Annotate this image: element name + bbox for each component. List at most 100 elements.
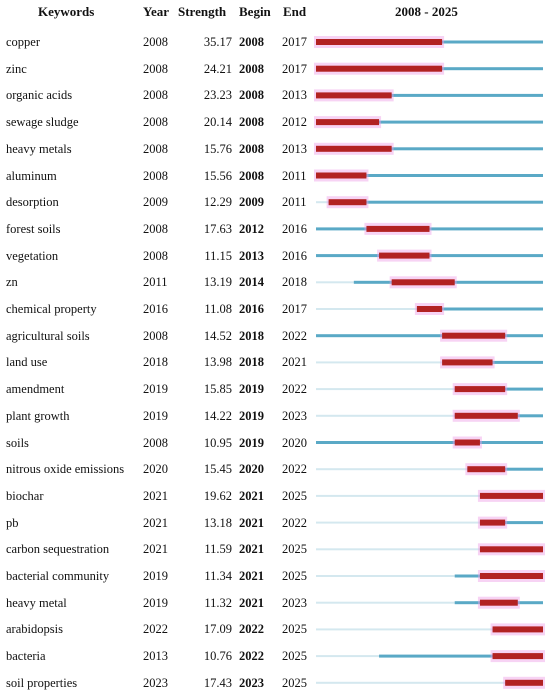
- timeline-line: [316, 441, 543, 444]
- burst-bar: [492, 626, 543, 633]
- keyword-cell: forest soils: [6, 221, 61, 236]
- begin-cell: 2019: [239, 435, 264, 450]
- strength-cell: 11.15: [204, 248, 232, 263]
- year-cell: 2019: [143, 408, 168, 423]
- begin-cell: 2023: [239, 675, 264, 690]
- timeline-line: [316, 174, 543, 177]
- end-cell: 2017: [282, 61, 307, 76]
- table-row: bacterial community 2019 11.34 2021 2025: [0, 562, 550, 589]
- begin-cell: 2022: [239, 649, 264, 664]
- year-cell: 2008: [143, 221, 168, 236]
- year-cell: 2008: [143, 88, 168, 103]
- year-cell: 2023: [143, 675, 168, 690]
- burst-bar: [366, 225, 430, 232]
- table-row: bacteria 2013 10.76 2022 2025: [0, 642, 550, 669]
- begin-cell: 2019: [239, 382, 264, 397]
- strength-cell: 11.34: [204, 569, 232, 583]
- table-row: desorption 2009 12.29 2009 2011: [0, 188, 550, 215]
- end-cell: 2012: [282, 115, 307, 130]
- keyword-cell: carbon sequestration: [6, 542, 110, 557]
- burst-bar: [479, 546, 543, 553]
- keyword-cell: zinc: [6, 61, 27, 76]
- keyword-cell: arabidopsis: [6, 622, 63, 637]
- strength-cell: 15.85: [203, 382, 232, 397]
- header-range: 2008 - 2025: [395, 4, 458, 19]
- timeline-line: [316, 120, 543, 124]
- end-cell: 2022: [282, 515, 307, 530]
- timeline-track: [316, 681, 543, 684]
- end-cell: 2025: [282, 569, 307, 583]
- keyword-cell: vegetation: [6, 248, 59, 263]
- burst-bar: [316, 39, 443, 45]
- timeline-line: [416, 307, 543, 311]
- keyword-cell: heavy metals: [6, 141, 72, 156]
- burst-bar: [391, 279, 455, 286]
- burst-bar: [316, 119, 380, 126]
- strength-cell: 12.29: [203, 195, 232, 210]
- timeline-track: [316, 468, 543, 471]
- year-cell: 2022: [143, 622, 168, 637]
- burst-bar: [316, 145, 392, 152]
- begin-cell: 2008: [239, 168, 264, 183]
- timeline-line: [379, 654, 543, 658]
- timeline-track: [316, 601, 543, 604]
- timeline-track: [316, 494, 543, 497]
- begin-cell: 2008: [239, 35, 264, 49]
- end-cell: 2021: [282, 355, 307, 370]
- begin-cell: 2021: [239, 515, 264, 530]
- timeline-track: [316, 361, 543, 364]
- table-row: heavy metal 2019 11.32 2021 2023: [0, 589, 550, 616]
- header-begin: Begin: [239, 4, 271, 19]
- strength-cell: 17.63: [203, 221, 232, 236]
- strength-cell: 13.18: [203, 515, 232, 530]
- strength-cell: 19.62: [203, 488, 232, 503]
- begin-cell: 2008: [239, 115, 264, 130]
- table-row: soils 2008 10.95 2019 2020: [0, 429, 550, 456]
- keyword-cell: sewage sludge: [6, 115, 79, 130]
- strength-cell: 11.59: [204, 542, 232, 557]
- strength-cell: 11.32: [204, 595, 232, 610]
- strength-cell: 10.95: [203, 435, 232, 450]
- table-row: organic acids 2008 23.23 2008 2013: [0, 81, 550, 108]
- burst-bar: [492, 653, 543, 660]
- burst-bar: [467, 466, 506, 473]
- header-year: Year: [143, 4, 169, 19]
- keyword-cell: copper: [6, 35, 41, 49]
- year-cell: 2021: [143, 488, 168, 503]
- keyword-cell: organic acids: [6, 88, 73, 103]
- end-cell: 2016: [282, 221, 307, 236]
- keyword-cell: desorption: [6, 195, 59, 210]
- table-row: heavy metals 2008 15.76 2008 2013: [0, 135, 550, 162]
- year-cell: 2020: [143, 462, 168, 477]
- timeline-track: [316, 414, 543, 417]
- keyword-cell: bacterial community: [6, 569, 110, 583]
- table-row: sewage sludge 2008 20.14 2008 2012: [0, 108, 550, 135]
- burst-bar: [479, 492, 543, 499]
- begin-cell: 2009: [239, 195, 264, 210]
- keyword-cell: agricultural soils: [6, 328, 90, 343]
- end-cell: 2025: [282, 649, 307, 664]
- table-row: copper 2008 35.17 2008 2017: [0, 28, 550, 55]
- table-row: zinc 2008 24.21 2008 2017: [0, 55, 550, 82]
- keyword-cell: plant growth: [6, 408, 70, 423]
- begin-cell: 2021: [239, 595, 264, 610]
- year-cell: 2019: [143, 569, 168, 583]
- table-row: arabidopsis 2022 17.09 2022 2025: [0, 615, 550, 642]
- keyword-cell: soils: [6, 435, 29, 450]
- end-cell: 2025: [282, 675, 307, 690]
- keyword-cell: aluminum: [6, 168, 57, 183]
- end-cell: 2022: [282, 462, 307, 477]
- burst-bar: [316, 172, 367, 179]
- year-cell: 2008: [143, 435, 168, 450]
- end-cell: 2013: [282, 88, 307, 103]
- year-cell: 2013: [143, 649, 168, 664]
- begin-cell: 2016: [239, 302, 264, 316]
- timeline-track: [316, 388, 543, 391]
- timeline-line: [316, 93, 543, 97]
- burst-bar: [454, 386, 506, 393]
- keyword-cell: zn: [6, 275, 18, 290]
- begin-cell: 2008: [239, 141, 264, 156]
- keyword-cell: soil properties: [6, 675, 78, 690]
- year-cell: 2008: [143, 35, 168, 49]
- strength-cell: 35.17: [203, 35, 232, 49]
